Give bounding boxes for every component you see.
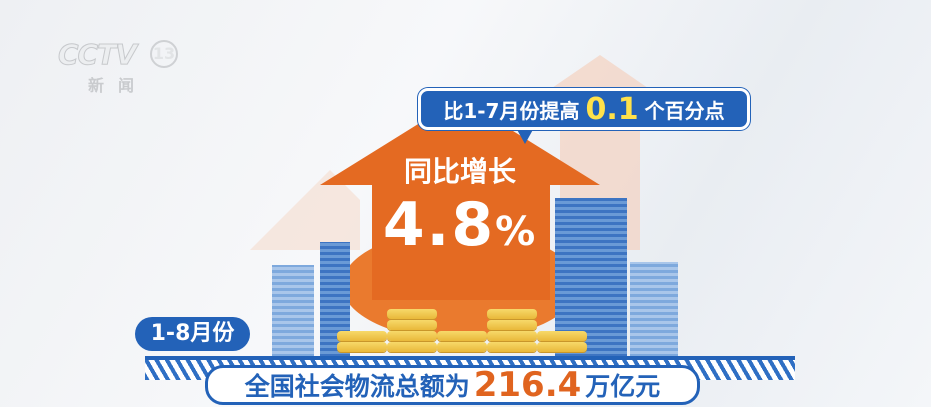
coin xyxy=(387,309,437,319)
callout-suffix: 个百分点 xyxy=(644,98,725,123)
growth-number: 4.8 xyxy=(382,190,496,260)
total-unit: 万亿元 xyxy=(585,372,661,401)
growth-unit: % xyxy=(495,209,538,255)
coin xyxy=(437,342,487,352)
building xyxy=(630,262,678,357)
coin xyxy=(387,331,437,341)
period-badge: 1-8月份 xyxy=(135,317,250,351)
growth-label: 同比增长 xyxy=(403,155,516,188)
growth-value: 4.8% xyxy=(360,190,560,260)
callout-tail xyxy=(515,126,535,144)
coin xyxy=(487,309,537,319)
logo-channel: 13 xyxy=(150,40,178,68)
change-callout: 比1-7月份提高 0.1 个百分点 xyxy=(418,88,750,130)
coin xyxy=(487,320,537,330)
total-prefix: 全国社会物流总额为 xyxy=(244,372,470,401)
coin xyxy=(487,342,537,352)
callout-value: 0.1 xyxy=(585,91,639,127)
coin xyxy=(337,342,387,352)
faded-arrow-left-icon xyxy=(250,170,360,250)
coin xyxy=(387,320,437,330)
coin xyxy=(537,331,587,341)
coin xyxy=(437,331,487,341)
total-banner: 全国社会物流总额为 216.4 万亿元 xyxy=(205,365,700,405)
logo-brand: CCTV xyxy=(58,38,138,72)
logo-subtitle: 新闻 xyxy=(88,76,149,95)
coin xyxy=(487,331,537,341)
total-value: 216.4 xyxy=(473,365,582,405)
coin xyxy=(537,342,587,352)
building xyxy=(272,265,314,357)
callout-prefix: 比1-7月份提高 xyxy=(443,98,580,123)
building xyxy=(555,198,627,357)
cctv13-logo: CCTV 13 新闻 xyxy=(58,38,178,98)
coin xyxy=(387,342,437,352)
coin xyxy=(337,331,387,341)
